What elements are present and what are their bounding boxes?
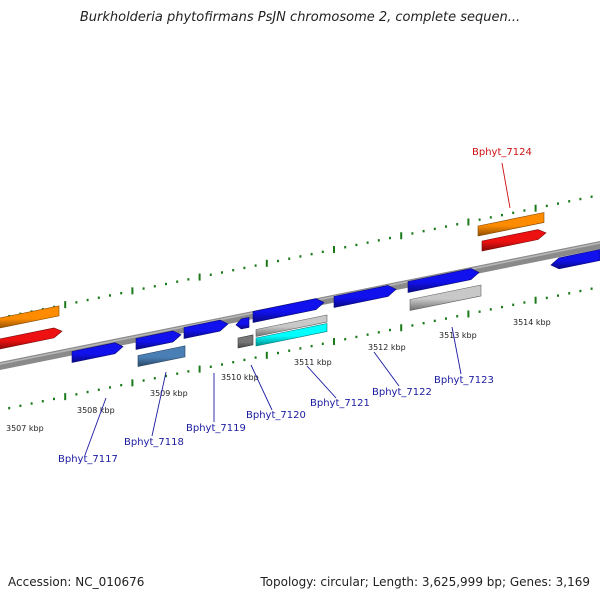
gene-leader-line — [84, 397, 107, 456]
gene-block-f[interactable] — [550, 249, 600, 270]
gene-leader-line — [306, 365, 337, 399]
gene-block-e[interactable] — [407, 268, 480, 293]
gene-block-7120[interactable] — [237, 334, 254, 349]
gene-label-bphyt_7121[interactable]: Bphyt_7121 — [310, 398, 370, 409]
gene-block-b[interactable] — [235, 316, 250, 330]
scale-label: 3510 kbp — [221, 373, 259, 382]
scale-label: 3509 kbp — [150, 389, 188, 398]
gene-label-bphyt_7120[interactable]: Bphyt_7120 — [246, 410, 306, 421]
map-title: Burkholderia phytofirmans PsJN chromosom… — [79, 10, 521, 25]
gene-block-7121[interactable] — [255, 323, 328, 347]
scale-label: 3512 kbp — [368, 343, 406, 352]
scale-label: 3507 kbp — [6, 424, 44, 433]
gene-block-7123[interactable] — [409, 284, 482, 311]
gene-label-bphyt_7122[interactable]: Bphyt_7122 — [372, 387, 432, 398]
gene-block-red-7124[interactable] — [481, 229, 547, 252]
gene-label-bphyt_7119[interactable]: Bphyt_7119 — [186, 423, 246, 434]
topology-text: Topology: circular; Length: 3,625,999 bp… — [260, 575, 590, 589]
scale-label: 3508 kbp — [77, 406, 115, 415]
gene-block-a[interactable] — [135, 330, 182, 350]
gene-block-d[interactable] — [255, 314, 328, 337]
scale-label: 3511 kbp — [294, 358, 332, 367]
gene-label-bphyt_7124[interactable]: Bphyt_7124 — [472, 147, 532, 158]
gene-block-red-left[interactable] — [0, 327, 63, 350]
gene-block-7118[interactable] — [137, 345, 186, 367]
accession-text: Accession: NC_010676 — [8, 575, 145, 589]
gene-block-orange-left[interactable] — [0, 305, 60, 329]
gene-leader-line — [250, 364, 273, 411]
gene-label-bphyt_7123[interactable]: Bphyt_7123 — [434, 375, 494, 386]
gene-label-bphyt_7118[interactable]: Bphyt_7118 — [124, 437, 184, 448]
scale-label: 3513 kbp — [439, 331, 477, 340]
gene-block-c[interactable] — [252, 298, 325, 323]
gene-leader-line — [373, 351, 400, 387]
gene-block-7122[interactable] — [333, 285, 397, 308]
gene-label-bphyt_7117[interactable]: Bphyt_7117 — [58, 454, 118, 465]
gene-block-orange-right[interactable] — [477, 212, 545, 237]
gene-block-7117[interactable] — [71, 342, 124, 363]
gene-leader-line — [501, 162, 511, 209]
scale-label: 3514 kbp — [513, 318, 551, 327]
gene-block-7119[interactable] — [183, 319, 229, 339]
gene-leader-line — [151, 371, 167, 437]
gene-leader-line — [451, 326, 462, 375]
